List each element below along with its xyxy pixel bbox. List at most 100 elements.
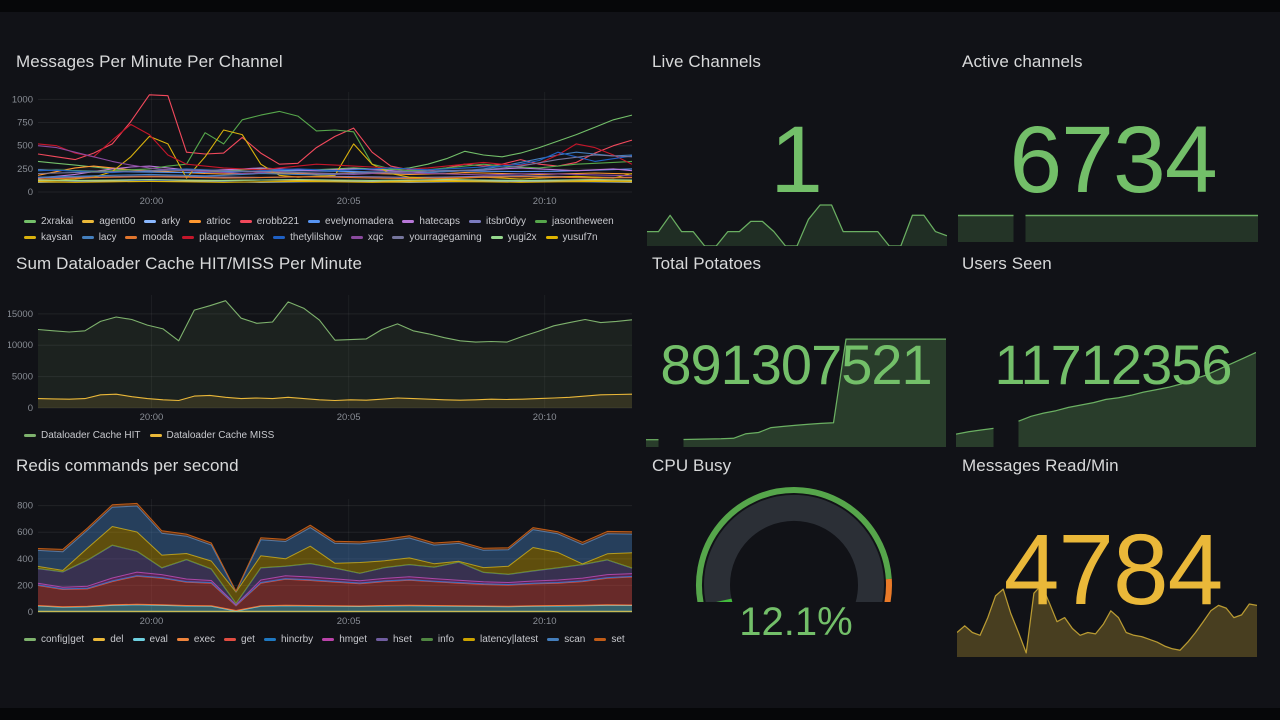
dataloader-cache-chart[interactable]: 0 5000 10000 15000 20:00 20:05 20:10: [8, 290, 636, 426]
legend-item[interactable]: hmget: [322, 634, 367, 645]
legend-item[interactable]: kaysan: [24, 232, 73, 243]
panel-redis-commands: Redis commands per second 0 200 400 600 800 2…: [8, 452, 636, 660]
svg-text:600: 600: [17, 527, 33, 538]
legend-label: hatecaps: [419, 216, 460, 227]
legend-item[interactable]: set: [594, 634, 625, 645]
panel-live-channels: Live Channels 1: [644, 48, 948, 246]
legend-item[interactable]: config|get: [24, 634, 84, 645]
redis-commands-chart[interactable]: 0 200 400 600 800 20:00 20:05 20:10: [8, 494, 636, 630]
legend-item[interactable]: hincrby: [263, 634, 313, 645]
legend-item[interactable]: Dataloader Cache HIT: [24, 430, 141, 441]
legend-item[interactable]: evelynomadera: [308, 216, 393, 227]
svg-text:750: 750: [17, 118, 33, 129]
legend-item[interactable]: erobb221: [239, 216, 300, 227]
panel-title-live-channels[interactable]: Live Channels: [652, 52, 762, 71]
live-channels-sparkline: [647, 204, 947, 246]
legend-label: jasontheween: [552, 216, 614, 227]
legend-item[interactable]: latency|latest: [463, 634, 538, 645]
legend-label: del: [110, 634, 124, 645]
legend-item[interactable]: atrioc: [189, 216, 231, 227]
legend-swatch: [176, 638, 189, 641]
legend-item[interactable]: info: [420, 634, 454, 645]
legend-label: Dataloader Cache HIT: [41, 430, 141, 441]
panel-title-cpu-busy[interactable]: CPU Busy: [652, 456, 732, 475]
svg-text:0: 0: [28, 403, 33, 414]
panel-title-redis-commands[interactable]: Redis commands per second: [16, 456, 239, 475]
panel-title-messages-per-minute[interactable]: Messages Per Minute Per Channel: [16, 52, 283, 71]
svg-text:20:10: 20:10: [533, 196, 557, 207]
legend-label: erobb221: [256, 216, 300, 227]
panel-cpu-busy: CPU Busy 12.1%: [644, 452, 948, 660]
legend-label: scan: [564, 634, 586, 645]
legend-swatch: [263, 638, 276, 641]
legend-item[interactable]: itsbr0dyy: [469, 216, 526, 227]
legend-swatch: [545, 236, 558, 239]
panel-title-dataloader-cache[interactable]: Sum Dataloader Cache HIT/MISS Per Minute: [16, 254, 363, 273]
legend-item[interactable]: scan: [547, 634, 585, 645]
legend-swatch: [535, 220, 548, 223]
legend-label: itsbr0dyy: [486, 216, 527, 227]
users-seen-sparkline: [956, 351, 1256, 447]
legend-item[interactable]: Dataloader Cache MISS: [149, 430, 275, 441]
svg-text:20:05: 20:05: [337, 196, 361, 207]
legend-item[interactable]: jasontheween: [535, 216, 614, 227]
panel-total-potatoes: Total Potatoes 891307521: [644, 250, 948, 448]
panel-title-messages-read[interactable]: Messages Read/Min: [962, 456, 1119, 475]
legend-swatch: [350, 236, 363, 239]
legend-item[interactable]: xqc: [350, 232, 383, 243]
panel-title-total-potatoes[interactable]: Total Potatoes: [652, 254, 762, 273]
legend-label: set: [611, 634, 625, 645]
legend-item[interactable]: arky: [144, 216, 180, 227]
legend-swatch: [239, 220, 252, 223]
legend-swatch: [547, 638, 560, 641]
panel-title-users-seen[interactable]: Users Seen: [962, 254, 1052, 273]
legend-swatch: [132, 638, 145, 641]
legend-item[interactable]: agent00: [82, 216, 135, 227]
total-potatoes-sparkline: [646, 338, 946, 447]
legend-item[interactable]: lacy: [81, 232, 117, 243]
legend-item[interactable]: yugi2x: [490, 232, 537, 243]
legend-item[interactable]: exec: [176, 634, 216, 645]
legend-item[interactable]: thetylilshow: [273, 232, 342, 243]
messages-read-value: 4784: [1003, 514, 1223, 626]
legend-item[interactable]: hset: [375, 634, 412, 645]
legend-label: config|get: [41, 634, 85, 645]
legend-swatch: [420, 638, 433, 641]
legend-swatch: [24, 434, 36, 437]
dataloader-cache-legend: Dataloader Cache HIT Dataloader Cache MIS…: [24, 430, 630, 441]
legend-item[interactable]: 2xrakai: [24, 216, 73, 227]
legend-swatch: [93, 638, 106, 641]
legend-item[interactable]: eval: [132, 634, 168, 645]
svg-text:0: 0: [28, 607, 33, 618]
legend-item[interactable]: yourragegaming: [392, 232, 482, 243]
svg-text:20:00: 20:00: [140, 412, 164, 423]
svg-text:500: 500: [17, 141, 33, 152]
live-channels-value: 1: [770, 107, 823, 213]
legend-item[interactable]: yusuf7n: [545, 232, 598, 243]
legend-label: exec: [193, 634, 216, 645]
legend-swatch: [24, 220, 36, 223]
panel-active-channels: Active channels 6734: [954, 48, 1272, 246]
legend-item[interactable]: del: [93, 634, 124, 645]
legend-item[interactable]: get: [224, 634, 255, 645]
messages-per-minute-chart[interactable]: 0 250 500 750 1000 20:00 20:05 20:10: [8, 88, 636, 210]
active-channels-value: 6734: [1009, 107, 1217, 213]
legend-item[interactable]: mooda: [125, 232, 173, 243]
letterbox-top: [0, 0, 1280, 12]
panel-messages-per-minute: Messages Per Minute Per Channel 0 250 500 7…: [8, 48, 636, 246]
cpu-busy-gauge: [696, 487, 892, 602]
svg-text:20:05: 20:05: [337, 412, 361, 423]
messages-read-sparkline: [957, 584, 1257, 657]
legend-label: arky: [161, 216, 181, 227]
legend-label: yugi2x: [507, 232, 537, 243]
legend-swatch: [490, 236, 503, 239]
legend-swatch: [81, 236, 94, 239]
panel-title-active-channels[interactable]: Active channels: [962, 52, 1083, 71]
legend-label: Dataloader Cache MISS: [166, 430, 275, 441]
legend-label: lacy: [98, 232, 117, 243]
legend-item[interactable]: plaqueboymax: [182, 232, 264, 243]
legend-label: thetylilshow: [290, 232, 342, 243]
legend-label: mooda: [142, 232, 174, 243]
legend-item[interactable]: hatecaps: [402, 216, 460, 227]
total-potatoes-value: 891307521: [660, 333, 932, 396]
